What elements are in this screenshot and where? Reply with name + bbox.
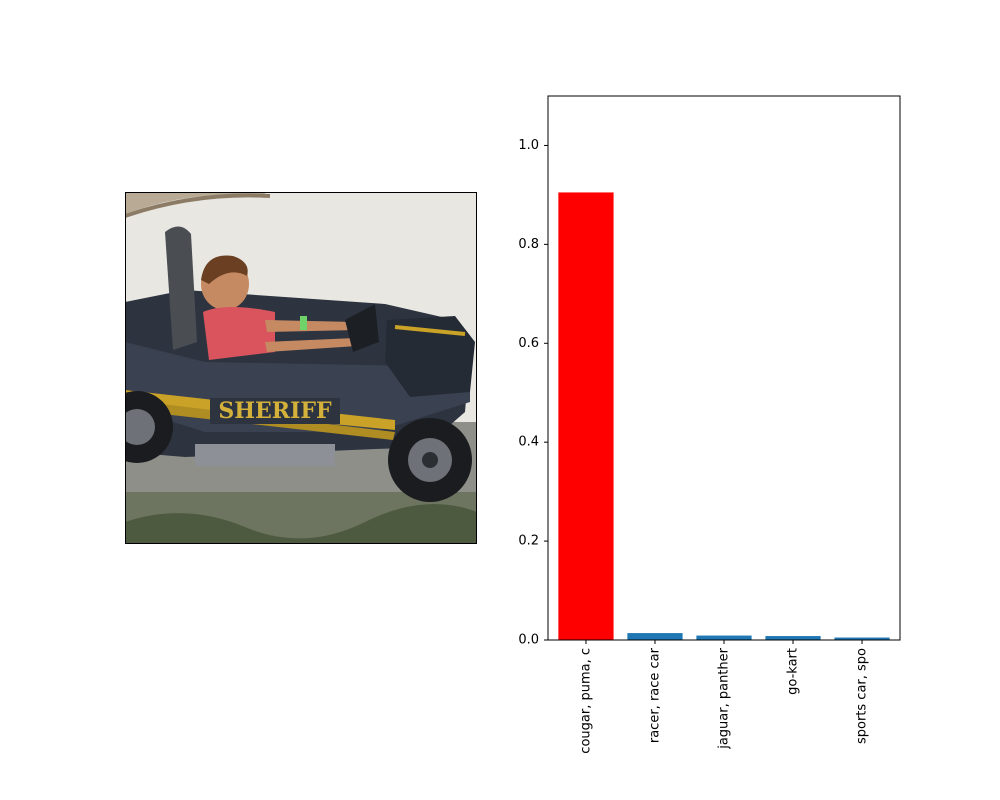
bar-0 bbox=[558, 192, 614, 640]
y-tick-label-5: 1.0 bbox=[518, 138, 539, 153]
y-tick-label-3: 0.6 bbox=[518, 336, 539, 351]
plot-frame bbox=[547, 95, 901, 641]
y-tick-label-2: 0.4 bbox=[518, 435, 539, 450]
bar-4 bbox=[834, 637, 890, 640]
bar-3 bbox=[765, 636, 821, 640]
bar-2 bbox=[696, 635, 752, 640]
y-tick-label-1: 0.2 bbox=[518, 534, 539, 549]
car-lettering: SHERIFF bbox=[218, 398, 332, 424]
x-tick-label-0: cougar, puma, c bbox=[578, 648, 593, 754]
x-tick-label-3: go-kart bbox=[786, 648, 801, 695]
bar-1 bbox=[627, 633, 683, 640]
x-tick-label-2: jaguar, panther bbox=[717, 647, 732, 749]
y-tick-label-4: 0.8 bbox=[518, 237, 539, 252]
y-tick-label-0: 0.0 bbox=[518, 633, 539, 648]
x-tick-label-4: sports car, spo bbox=[855, 648, 870, 744]
input-photo: SHERIFF bbox=[125, 192, 477, 544]
x-tick-label-1: racer, race car bbox=[647, 647, 662, 743]
